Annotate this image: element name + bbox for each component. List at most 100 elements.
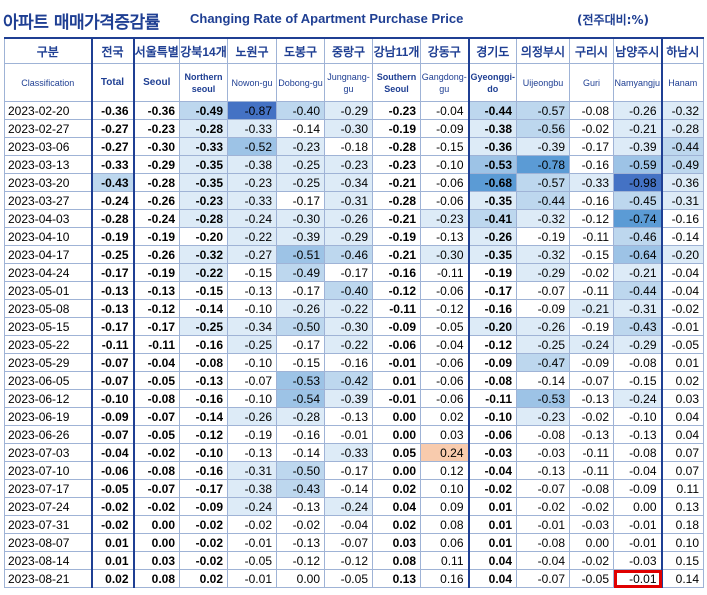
table-cell: 0.03: [420, 425, 469, 444]
header-kr: 강동구: [420, 37, 469, 64]
table-cell: -0.10: [227, 299, 277, 318]
table-cell: -0.02: [132, 443, 180, 462]
table-cell: -0.17: [276, 281, 325, 300]
table-cell: -0.52: [227, 137, 277, 156]
table-cell: 0.11: [420, 551, 469, 570]
table-cell: -0.02: [179, 551, 228, 570]
table-cell: -0.32: [516, 245, 570, 264]
table-cell: -0.26: [132, 191, 180, 210]
table-cell: -0.02: [276, 515, 325, 534]
table-cell: -0.19: [132, 227, 180, 246]
table-cell: -0.36: [467, 137, 517, 156]
table-cell: -0.78: [516, 155, 570, 174]
table-cell: -0.28: [179, 209, 228, 228]
table-row: 2023-08-21 0.02 0.08 0.02 -0.01 0.00 -0.05 0.13…: [4, 569, 704, 588]
table-cell: -0.31: [324, 191, 373, 210]
table-cell: -0.12: [467, 335, 517, 354]
table-cell: -0.23: [516, 407, 570, 426]
table-row: 2023-06-19 -0.09 -0.07 -0.14 -0.26 -0.28 -0.13…: [4, 407, 704, 426]
row-date: 2023-08-21: [4, 569, 92, 588]
table-cell: -0.17: [569, 137, 614, 156]
table-cell: 0.14: [660, 569, 704, 588]
table-cell: -0.08: [467, 371, 517, 390]
header-en: Nowon-gu: [227, 63, 277, 102]
table-cell: -0.27: [90, 119, 134, 138]
table-cell: -0.07: [90, 371, 134, 390]
table-cell: -0.35: [467, 245, 517, 264]
table-cell: -0.01: [613, 515, 662, 534]
table-cell: -0.24: [227, 209, 277, 228]
table-cell: -0.36: [660, 173, 704, 192]
table-cell: -0.29: [613, 335, 662, 354]
table-cell: -0.17: [467, 281, 517, 300]
row-date: 2023-06-19: [4, 407, 92, 426]
table-cell: -0.07: [90, 353, 134, 372]
table-cell: -0.23: [372, 155, 421, 174]
row-date: 2023-05-08: [4, 299, 92, 318]
table-cell: -0.12: [179, 425, 228, 444]
table-cell: -0.19: [467, 263, 517, 282]
table-cell: -0.13: [276, 533, 325, 552]
table-cell: -0.23: [324, 155, 373, 174]
row-date: 2023-03-13: [4, 155, 92, 174]
table-cell: -0.05: [227, 551, 277, 570]
table-cell: -0.10: [227, 389, 277, 408]
table-cell: 0.05: [372, 443, 421, 462]
table-cell: -0.06: [467, 425, 517, 444]
row-date: 2023-05-29: [4, 353, 92, 372]
table-cell: -0.07: [516, 479, 570, 498]
table-cell: 0.01: [90, 551, 134, 570]
table-cell: -0.13: [613, 425, 662, 444]
table-cell: -0.02: [569, 551, 614, 570]
table-cell: -0.06: [90, 461, 134, 480]
table-cell: 0.16: [420, 569, 469, 588]
table-cell: -0.10: [613, 407, 662, 426]
table-cell: -0.07: [90, 425, 134, 444]
table-cell: -0.29: [132, 155, 180, 174]
header-kr: 중랑구: [324, 37, 373, 64]
table-cell: 0.00: [372, 461, 421, 480]
table-cell: -0.21: [613, 263, 662, 282]
table-cell: -0.07: [516, 569, 570, 588]
header-en: Uijeongbu: [516, 63, 570, 102]
table-cell: -0.32: [516, 209, 570, 228]
table-cell: -0.09: [420, 119, 469, 138]
table-cell: -0.21: [372, 209, 421, 228]
table-cell: -0.40: [324, 281, 373, 300]
table-cell: -0.11: [569, 281, 614, 300]
table-row: 2023-07-31 -0.02 0.00 -0.02 -0.02 -0.02 -0.04 0…: [4, 515, 704, 534]
table-row: 2023-05-01 -0.13 -0.13 -0.15 -0.13 -0.17 -0.40…: [4, 281, 704, 300]
table-cell: -0.33: [179, 137, 228, 156]
table-cell: -0.05: [90, 479, 134, 498]
header-en: Northern seoul: [179, 63, 228, 102]
table-cell: -0.26: [613, 101, 662, 120]
header-kr: 전국: [90, 37, 134, 64]
table-cell: -0.24: [227, 497, 277, 516]
table-row: 2023-05-15 -0.17 -0.17 -0.25 -0.34 -0.50 -0.30…: [4, 317, 704, 336]
table-cell: -0.01: [227, 533, 277, 552]
price-change-table: 구분 전국 서울특별 강북14개 노원구 도봉구 중랑구 강남11개 강동구 경…: [4, 37, 704, 588]
row-date: 2023-08-14: [4, 551, 92, 570]
table-cell: -0.17: [132, 317, 180, 336]
table-cell: -0.17: [324, 263, 373, 282]
table-cell: 0.02: [372, 479, 421, 498]
table-cell: -0.16: [569, 191, 614, 210]
table-cell: -0.46: [613, 227, 662, 246]
table-cell: 0.00: [372, 425, 421, 444]
table-row: 2023-05-22 -0.11 -0.11 -0.16 -0.25 -0.17 -0.22…: [4, 335, 704, 354]
table-cell: -0.04: [660, 281, 704, 300]
table-cell: -0.49: [660, 155, 704, 174]
table-cell: -0.01: [516, 515, 570, 534]
table-cell: -0.15: [613, 371, 662, 390]
table-cell: -0.12: [569, 209, 614, 228]
header-en: Classification: [4, 63, 92, 102]
table-cell: -0.36: [132, 101, 180, 120]
table-cell: -0.24: [569, 335, 614, 354]
table-cell: -0.23: [420, 209, 469, 228]
table-row: 2023-05-29 -0.07 -0.04 -0.08 -0.10 -0.15 -0.16…: [4, 353, 704, 372]
table-cell: -0.35: [179, 173, 228, 192]
table-cell: -0.19: [372, 119, 421, 138]
header-en: Hanam: [660, 63, 704, 102]
table-cell: -0.28: [179, 119, 228, 138]
table-cell: -0.46: [324, 245, 373, 264]
